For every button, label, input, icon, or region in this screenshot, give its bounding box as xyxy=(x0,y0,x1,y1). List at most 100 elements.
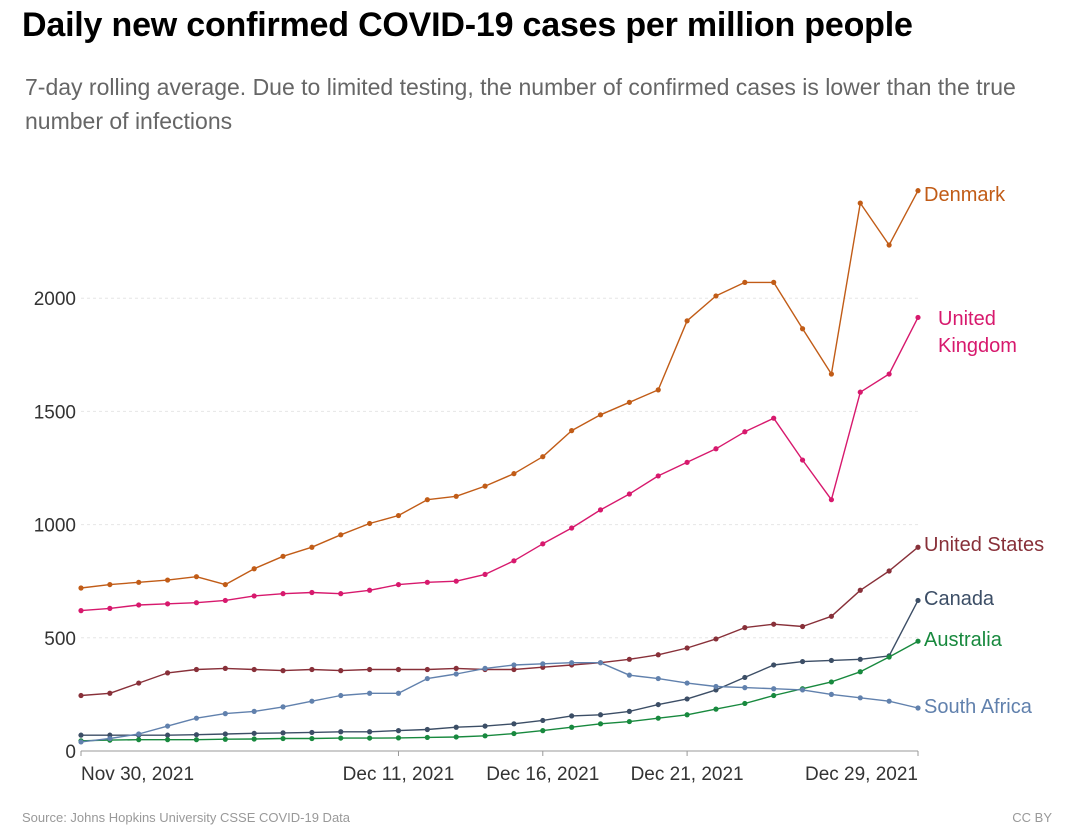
data-point xyxy=(540,728,546,734)
data-point xyxy=(453,665,459,671)
data-point xyxy=(771,279,777,285)
data-point xyxy=(78,732,84,738)
data-point xyxy=(915,314,921,321)
data-point xyxy=(136,731,142,737)
data-point xyxy=(626,718,632,725)
data-point xyxy=(107,581,113,588)
data-point xyxy=(655,387,661,393)
data-point xyxy=(713,446,719,452)
data-point xyxy=(78,692,84,699)
data-point xyxy=(136,680,142,686)
data-point xyxy=(251,666,257,673)
data-point xyxy=(453,671,459,677)
data-point xyxy=(828,613,835,619)
y-tick-label: 0 xyxy=(65,742,76,763)
data-point xyxy=(569,525,575,531)
data-point xyxy=(684,712,690,718)
data-point xyxy=(309,544,315,550)
data-point xyxy=(569,660,575,666)
data-point xyxy=(78,585,84,591)
data-point xyxy=(597,412,604,418)
data-point xyxy=(251,593,257,599)
data-point xyxy=(453,734,459,740)
data-point xyxy=(540,717,546,724)
data-point xyxy=(799,326,806,332)
data-point xyxy=(828,371,835,377)
data-point xyxy=(193,732,200,738)
data-point xyxy=(280,735,286,742)
data-point xyxy=(338,729,344,735)
data-point xyxy=(742,700,748,707)
data-point xyxy=(828,679,835,685)
data-point xyxy=(193,600,200,606)
data-point xyxy=(222,731,228,737)
data-point xyxy=(280,704,286,710)
data-point xyxy=(164,732,171,738)
data-point xyxy=(424,497,430,503)
data-point xyxy=(799,658,806,665)
series-lines xyxy=(78,188,921,745)
data-point xyxy=(424,666,430,673)
data-point xyxy=(395,512,402,519)
data-point xyxy=(857,200,863,206)
series-line xyxy=(81,600,919,736)
data-point xyxy=(915,638,921,644)
data-point xyxy=(164,670,171,676)
data-point xyxy=(540,541,546,547)
data-point xyxy=(309,589,315,596)
data-point xyxy=(569,713,575,719)
data-point xyxy=(540,454,546,460)
data-point xyxy=(626,399,632,405)
data-point xyxy=(886,371,892,377)
series-line xyxy=(80,190,919,589)
data-point xyxy=(107,735,113,742)
data-point xyxy=(799,687,806,693)
data-point xyxy=(164,577,171,583)
y-tick-label: 2000 xyxy=(34,289,76,310)
data-point xyxy=(511,471,517,477)
data-point xyxy=(424,579,430,585)
data-point xyxy=(771,621,777,627)
data-point xyxy=(569,724,575,730)
data-point xyxy=(367,735,373,741)
data-point xyxy=(771,692,777,699)
data-point xyxy=(828,691,835,698)
data-point xyxy=(655,715,661,721)
data-point xyxy=(482,483,488,489)
data-point xyxy=(395,666,402,673)
data-point xyxy=(684,459,690,465)
grid-lines xyxy=(81,297,918,639)
data-point xyxy=(713,683,719,690)
data-point xyxy=(771,662,777,668)
x-tick-label: Nov 30, 2021 xyxy=(81,764,194,785)
data-point xyxy=(193,666,200,673)
data-point xyxy=(742,279,748,285)
x-axis: Nov 30, 2021 Dec 11, 2021 Dec 16, 2021 Dec … xyxy=(80,750,919,785)
series-line xyxy=(80,640,919,742)
data-point xyxy=(915,597,921,604)
x-tick-label: Dec 21, 2021 xyxy=(631,764,744,785)
data-point xyxy=(857,587,863,593)
data-point xyxy=(453,578,459,584)
data-point xyxy=(886,654,892,660)
data-point xyxy=(713,293,719,299)
series-labels: Denmark United Kingdom United States Canada A… xyxy=(924,184,1044,718)
data-point xyxy=(424,726,430,733)
data-point xyxy=(453,724,459,730)
data-point xyxy=(886,568,892,574)
data-point xyxy=(193,715,200,721)
data-point xyxy=(482,733,488,739)
data-point xyxy=(280,591,286,597)
data-point xyxy=(395,735,402,741)
data-point xyxy=(569,428,575,434)
data-point xyxy=(799,457,806,463)
data-point xyxy=(367,587,373,593)
data-point xyxy=(251,708,257,714)
data-point xyxy=(164,737,171,743)
x-tick-label: Dec 11, 2021 xyxy=(343,764,455,785)
data-point xyxy=(338,668,344,674)
data-point xyxy=(251,736,257,742)
data-point xyxy=(395,581,402,588)
data-point xyxy=(828,497,835,503)
